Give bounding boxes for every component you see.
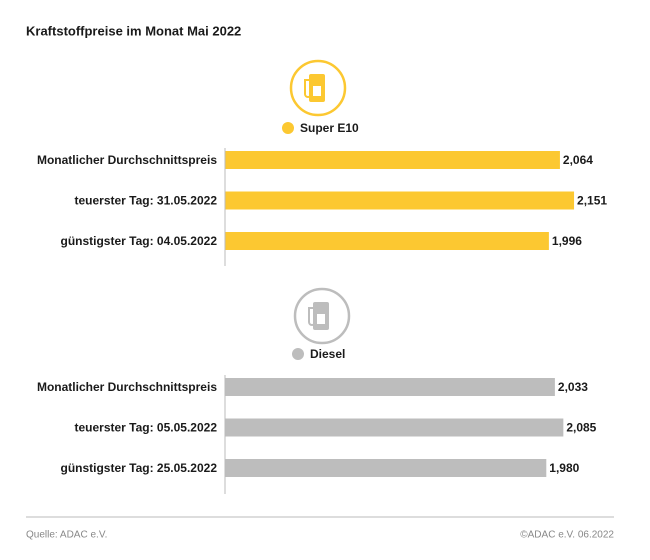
legend-marker <box>292 348 304 360</box>
value-label: 2,064 <box>563 153 593 167</box>
category-label: günstigster Tag: 04.05.2022 <box>60 234 217 248</box>
legend-marker <box>282 122 294 134</box>
title: Kraftstoffpreise im Monat Mai 2022 <box>26 23 241 38</box>
value-label: 1,980 <box>549 461 579 475</box>
category-label: teuerster Tag: 31.05.2022 <box>74 194 217 208</box>
source: Quelle: ADAC e.V. <box>26 530 107 541</box>
bar <box>225 378 555 396</box>
value-label: 2,033 <box>558 380 588 394</box>
bar <box>225 151 560 169</box>
legend-label: Diesel <box>310 347 345 361</box>
category-label: teuerster Tag: 05.05.2022 <box>74 421 217 435</box>
fuel-icon-diesel <box>293 287 351 345</box>
bar <box>225 418 564 437</box>
copyright: ©ADAC e.V. 06.2022 <box>520 530 614 541</box>
category-label: günstigster Tag: 25.05.2022 <box>60 461 217 475</box>
value-label: 2,151 <box>577 194 607 208</box>
legend-label: Super E10 <box>300 121 359 135</box>
category-label: Monatlicher Durchschnittspreis <box>37 153 217 167</box>
bar <box>225 459 547 477</box>
bar <box>225 191 575 210</box>
value-label: 1,996 <box>552 234 582 248</box>
value-label: 2,085 <box>566 421 596 435</box>
category-label: Monatlicher Durchschnittspreis <box>37 380 217 394</box>
bar <box>225 232 549 250</box>
fuel-icon-e10 <box>289 59 347 117</box>
